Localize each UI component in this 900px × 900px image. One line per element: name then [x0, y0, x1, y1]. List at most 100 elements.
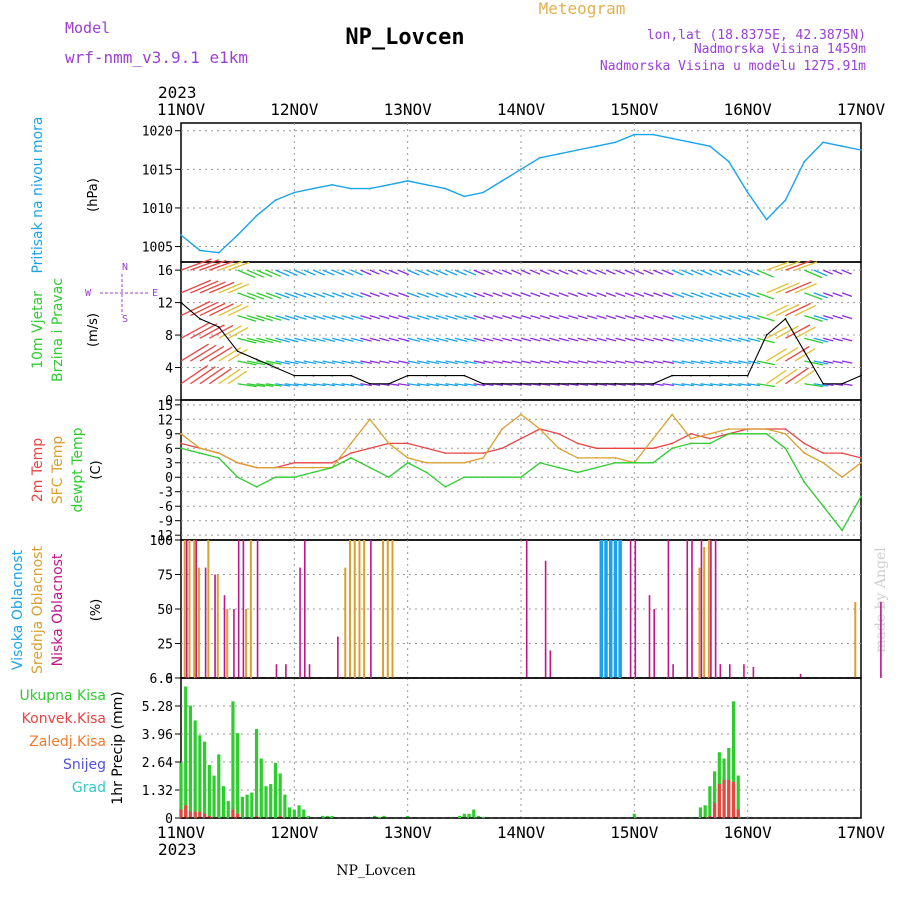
cloud-bar: [667, 540, 670, 678]
precip-bar: [184, 686, 188, 818]
precip-bar: [708, 815, 712, 818]
wind-arrow: [501, 337, 513, 342]
wind-arrow: [350, 337, 364, 343]
wind-arrow: [738, 383, 751, 387]
wind-arrow: [823, 360, 834, 364]
cloud-bar: [854, 602, 857, 678]
temp-sfc-line-point: [746, 428, 749, 430]
cloud-bar: [204, 567, 207, 678]
wind-arrow: [737, 269, 751, 276]
temp-label-1: 2m Temp: [30, 438, 46, 502]
wind-arrow: [190, 280, 219, 294]
wind-arrow: [464, 314, 477, 320]
wind-arrow: [832, 360, 843, 364]
wind-arrow: [841, 360, 853, 364]
temp-sfc-line-point: [501, 428, 504, 430]
wind-arrow: [605, 360, 617, 364]
pressure-tick-label: 1015: [142, 163, 173, 178]
precip-bar: [472, 809, 476, 818]
precip-bar: [236, 813, 240, 818]
wind-arrow: [842, 383, 853, 386]
wind-arrow: [246, 337, 265, 344]
temp-sfc-line-point: [274, 466, 277, 469]
wind-arrow: [775, 346, 799, 362]
temp-2m-line-point: [652, 447, 655, 450]
wind-arrow: [804, 314, 823, 322]
precip-legend-item: Grad: [72, 780, 106, 796]
temp-sfc-line-point: [803, 452, 806, 455]
wind-arrow: [199, 281, 226, 294]
wind-arrow: [473, 292, 485, 298]
cloud-tick-label: 0: [165, 672, 173, 687]
wind-arrow: [199, 345, 225, 362]
wind-speed-line-point: [274, 366, 277, 369]
wind-arrow: [398, 383, 410, 387]
time-tick-top: 12NOV: [270, 100, 319, 119]
wind-arrow: [747, 337, 761, 343]
wind-arrow: [643, 360, 655, 364]
precip-bar: [254, 728, 259, 818]
wind-arrow: [813, 269, 828, 277]
cloud-bar: [349, 540, 351, 678]
wind-arrow: [605, 292, 616, 298]
temp-2m-line-point: [614, 447, 617, 450]
wind-arrow: [237, 360, 257, 366]
wind-arrow: [841, 337, 853, 342]
temp-tick-label: 3: [165, 457, 173, 472]
cloud-bar: [216, 574, 219, 678]
wind-arrow: [700, 292, 713, 298]
precip-bar: [727, 779, 731, 818]
wind-arrow: [265, 292, 282, 299]
wind-arrow: [284, 337, 299, 343]
cloud-bar: [700, 540, 703, 678]
pressure-line-point: [482, 191, 485, 194]
precip-bar: [226, 801, 230, 818]
precip-legend-item: Zaledj.Kisa: [29, 734, 106, 750]
wind-arrow: [615, 360, 626, 364]
precip-bar: [245, 794, 249, 818]
wind-arrow: [473, 337, 486, 342]
wind-arrow: [822, 269, 834, 275]
wind-speed-line-point: [576, 382, 579, 385]
wind-arrow: [681, 360, 695, 365]
precip-bar: [264, 786, 268, 818]
wind-arrow: [785, 281, 812, 294]
cloud-bar: [237, 540, 240, 678]
wind-arrow: [756, 314, 775, 322]
wind-arrow: [558, 337, 570, 342]
temp-2m-line-point: [293, 461, 296, 464]
temp-dew-line-point: [708, 442, 711, 445]
cloud-bar: [648, 595, 651, 678]
wind-arrow: [227, 326, 249, 339]
precip-bar: [203, 741, 207, 818]
wind-arrow: [530, 337, 541, 342]
precip-bar: [467, 813, 471, 818]
wind-arrow: [577, 314, 588, 320]
wind-arrow: [643, 337, 655, 342]
wind-arrow: [416, 360, 430, 365]
wind-arrow: [549, 292, 560, 298]
wind-arrow: [284, 360, 299, 365]
cloud-bar: [707, 540, 710, 678]
wind-arrow: [464, 292, 477, 298]
wind-arrow: [662, 292, 674, 298]
precip-bar: [259, 758, 263, 818]
precip-tick-label: 3.96: [142, 728, 173, 743]
temp-2m-line-point: [803, 442, 806, 445]
wind-arrow: [341, 337, 354, 343]
temp-sfc-line-point: [180, 432, 182, 435]
wind-arrow: [652, 292, 664, 298]
wind-arrow: [539, 337, 551, 342]
precip-bar: [221, 786, 226, 818]
wind-arrow: [360, 360, 372, 364]
cloud-bar: [698, 567, 701, 678]
temp-dew-line-point: [746, 432, 749, 435]
wind-arrow: [492, 269, 503, 275]
wind-arrow: [332, 383, 345, 387]
wind-arrow: [709, 360, 723, 365]
wind-arrow: [313, 314, 326, 320]
wind-arrow: [388, 269, 399, 275]
wind-arrow: [823, 314, 834, 320]
wind-speed-line-point: [557, 382, 560, 385]
temp-dew-line-point: [236, 476, 239, 479]
